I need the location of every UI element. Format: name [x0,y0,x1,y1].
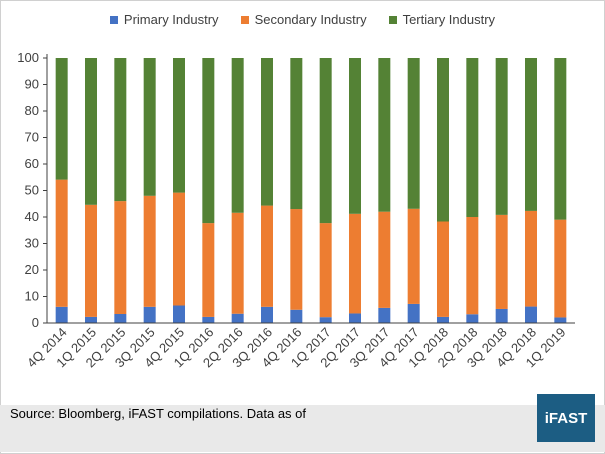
bar-segment-secondary-7 [261,205,273,307]
y-tick-label-10: 100 [17,50,39,65]
bar-segment-primary-2 [114,313,127,323]
y-tick-label-3: 30 [25,236,39,251]
bar-segment-secondary-1 [85,204,97,317]
bar-segment-primary-7 [261,306,273,323]
bar-segment-tertiary-1 [85,58,97,205]
y-tick-label-7: 70 [25,130,39,145]
bar-segment-primary-10 [349,313,361,323]
legend-item-tertiary: Tertiary Industry [388,12,496,27]
bar-segment-secondary-2 [114,201,127,314]
y-tick-label-8: 80 [25,103,39,118]
bar-segment-primary-12 [407,303,420,323]
legend-item-primary: Primary Industry [109,12,219,27]
bar-segment-primary-8 [290,309,303,323]
bar-segment-secondary-9 [319,223,332,318]
y-tick-label-5: 50 [25,183,39,198]
y-tick-label-0: 0 [32,315,39,330]
bar-segment-primary-0 [55,306,68,323]
bar-segment-secondary-13 [437,221,449,317]
legend-label-tertiary: Tertiary Industry [402,12,496,27]
bars-layer [55,58,567,323]
bar-segment-tertiary-4 [173,58,185,193]
y-tick-label-6: 60 [25,156,39,171]
bar-segment-primary-4 [173,305,185,323]
bar-segment-tertiary-3 [143,58,156,196]
bar-segment-primary-15 [495,308,508,323]
legend-swatch-primary [109,15,118,24]
bar-segment-secondary-6 [231,212,244,314]
bar-segment-tertiary-11 [378,58,391,212]
bar-segment-tertiary-8 [290,58,303,210]
bar-segment-secondary-17 [554,219,567,318]
bar-segment-tertiary-12 [407,58,420,209]
ifast-logo: iFAST [537,394,595,442]
bar-segment-secondary-12 [407,208,420,304]
chart-legend: Primary Industry Secondary Industry Tert… [0,12,605,27]
bar-segment-secondary-15 [495,214,508,309]
bar-segment-tertiary-9 [319,58,332,224]
bar-segment-primary-13 [437,316,449,323]
y-tick-label-4: 40 [25,209,39,224]
bar-segment-tertiary-7 [261,58,273,206]
bar-segment-secondary-0 [55,179,68,307]
bar-segment-primary-6 [231,313,244,323]
bar-segment-tertiary-6 [231,58,244,213]
bar-segment-tertiary-10 [349,58,361,214]
y-tick-label-2: 20 [25,262,39,277]
bar-segment-tertiary-15 [495,58,508,215]
bar-segment-tertiary-13 [437,58,449,222]
legend-label-primary: Primary Industry [123,12,219,27]
legend-item-secondary: Secondary Industry [240,12,367,27]
bar-segment-primary-3 [143,306,156,323]
footer-bar [0,405,605,452]
bar-segment-tertiary-17 [554,58,567,220]
bar-segment-secondary-4 [173,192,185,306]
bar-segment-tertiary-2 [114,58,127,202]
bar-segment-tertiary-16 [525,58,537,211]
bar-segment-primary-9 [319,317,332,323]
bar-segment-secondary-8 [290,209,303,310]
legend-label-secondary: Secondary Industry [254,12,367,27]
bar-segment-secondary-5 [202,223,215,317]
bar-segment-primary-14 [466,314,479,323]
y-tick-label-9: 90 [25,77,39,92]
bar-segment-secondary-11 [378,211,391,308]
bar-segment-primary-5 [202,316,215,323]
y-tick-label-1: 10 [25,289,39,304]
legend-swatch-secondary [240,15,249,24]
bar-segment-tertiary-5 [202,58,215,224]
bar-segment-primary-16 [525,306,537,323]
bar-segment-primary-17 [554,317,567,323]
bar-segment-secondary-10 [349,213,361,314]
bar-segment-secondary-3 [143,195,156,307]
bar-segment-primary-1 [85,316,97,323]
bar-segment-tertiary-0 [55,58,68,180]
legend-swatch-tertiary [388,15,397,24]
source-note: Source: Bloomberg, iFAST compilations. D… [10,406,307,421]
bar-segment-primary-11 [378,307,391,323]
bar-segment-secondary-16 [525,210,537,307]
bar-segment-tertiary-14 [466,58,479,217]
bar-segment-secondary-14 [466,217,479,315]
